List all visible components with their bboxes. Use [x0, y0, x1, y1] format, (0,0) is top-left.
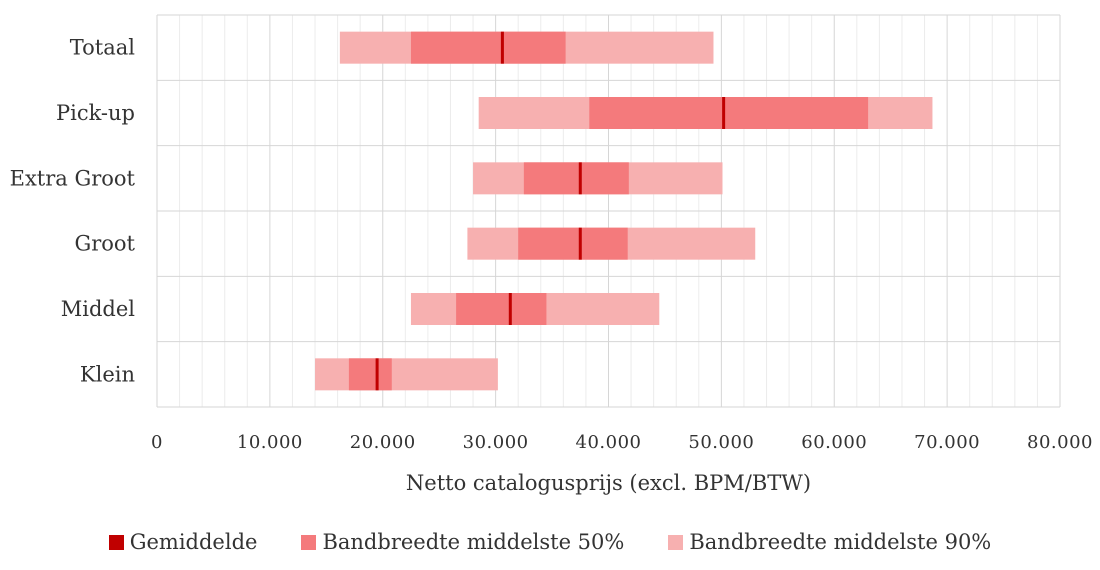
mean-marker-middel: [508, 293, 512, 325]
x-tick-label: 0: [151, 432, 163, 453]
x-tick-label: 60.000: [801, 432, 867, 453]
legend-label-middelste-50: Bandbreedte middelste 50%: [322, 530, 625, 554]
bar-50-groot: [518, 227, 628, 260]
x-tick-labels: 0 10.000 20.000 30.000 40.000 50.000 60.000 70.…: [151, 432, 1093, 453]
category-label-middel: Middel: [61, 297, 136, 321]
mean-marker-extra-groot: [578, 162, 582, 195]
range-bars: [315, 31, 933, 391]
legend-item-middelste-90: Bandbreedte middelste 90%: [668, 530, 991, 554]
x-tick-label: 30.000: [463, 432, 529, 453]
legend-swatch-gemiddelde: [108, 534, 124, 550]
legend-label-gemiddelde: Gemiddelde: [129, 530, 258, 554]
category-labels: Totaal Pick-up Extra Groot Groot Middel Klein: [10, 36, 136, 387]
x-tick-label: 80.000: [1027, 432, 1093, 453]
mean-marker-groot: [578, 227, 582, 260]
x-tick-label: 70.000: [914, 432, 980, 453]
mean-marker-totaal: [500, 31, 504, 64]
bar-50-middel: [456, 293, 547, 325]
x-tick-label: 20.000: [350, 432, 416, 453]
bar-50-totaal: [410, 31, 566, 64]
x-tick-label: 40.000: [576, 432, 642, 453]
bar-50-klein: [348, 358, 392, 391]
category-label-pick-up: Pick-up: [56, 101, 135, 125]
category-label-totaal: Totaal: [70, 36, 135, 60]
category-label-klein: Klein: [80, 362, 135, 386]
legend-swatch-middelste-50: [301, 534, 317, 550]
x-axis-title: Netto catalogusprijs (excl. BPM/BTW): [406, 471, 811, 495]
bar-50-pick-up: [589, 97, 869, 129]
mean-marker-klein: [375, 358, 379, 391]
category-row-lines: [157, 14, 1060, 408]
mean-marker-pick-up: [722, 97, 726, 129]
legend-swatch-middelste-90: [668, 534, 684, 550]
x-tick-label: 50.000: [688, 432, 754, 453]
range-chart: Totaal Pick-up Extra Groot Groot Middel Klein…: [10, 14, 1093, 495]
x-tick-label: 10.000: [237, 432, 303, 453]
legend: Gemiddelde Bandbreedte middelste 50% Ban…: [0, 522, 1100, 562]
legend-item-gemiddelde: Gemiddelde: [108, 530, 258, 554]
bar-50-extra-groot: [523, 162, 629, 195]
legend-label-middelste-90: Bandbreedte middelste 90%: [689, 530, 992, 554]
bar-90-klein: [315, 358, 498, 391]
category-label-groot: Groot: [74, 232, 135, 256]
category-label-extra-groot: Extra Groot: [10, 166, 136, 190]
legend-item-middelste-50: Bandbreedte middelste 50%: [301, 530, 624, 554]
